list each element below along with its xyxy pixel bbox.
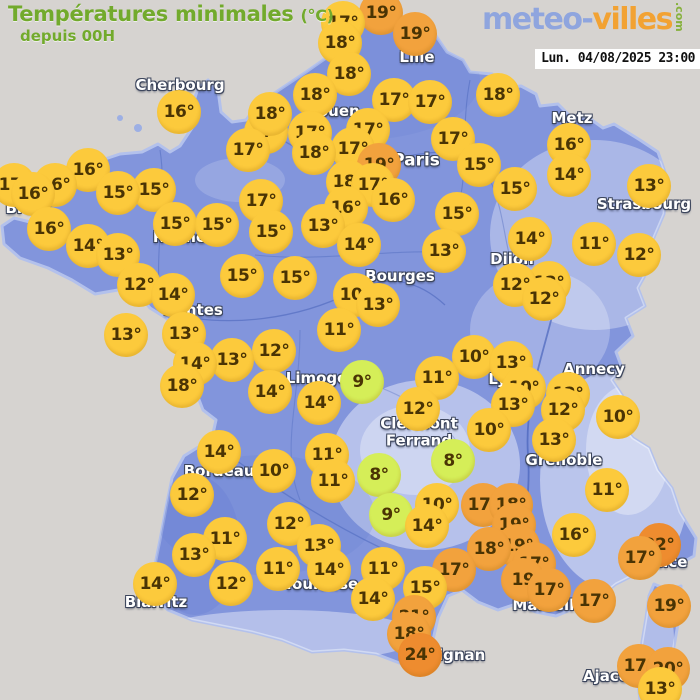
temp-bubble: 12° [617, 233, 661, 277]
temp-bubble: 18° [248, 92, 292, 136]
island [134, 124, 142, 132]
title-text: Températures minimales [8, 2, 294, 26]
temp-bubble: 12° [209, 562, 253, 606]
temp-bubble: 12° [252, 329, 296, 373]
temp-bubble: 15° [153, 202, 197, 246]
page-subtitle: depuis 00H [20, 27, 116, 45]
temp-bubble: 24° [398, 633, 442, 677]
temp-bubble: 17° [618, 536, 662, 580]
temp-bubble: 11° [311, 459, 355, 503]
temp-bubble: 17° [527, 568, 571, 612]
temp-bubble: 15° [273, 256, 317, 300]
temp-bubble: 11° [256, 547, 300, 591]
temp-bubble: 18° [467, 527, 511, 571]
temp-bubble: 13° [356, 283, 400, 327]
temp-bubble: 17° [572, 579, 616, 623]
city-label: Paris [392, 150, 440, 171]
title-unit: (°C) [300, 6, 334, 25]
temp-bubble: 11° [572, 222, 616, 266]
logo-suffix-com: .com [673, 2, 686, 32]
temp-bubble: 12° [522, 277, 566, 321]
temp-bubble: 15° [195, 203, 239, 247]
city-label: Metz [551, 108, 593, 127]
logo-part-villes: villes [592, 2, 673, 37]
temp-bubble: 10° [467, 408, 511, 452]
temp-bubble: 13° [532, 418, 576, 462]
temp-bubble: 18° [293, 73, 337, 117]
temp-bubble: 14° [307, 548, 351, 592]
temp-bubble: 16° [27, 207, 71, 251]
temp-bubble: 13° [172, 533, 216, 577]
temp-bubble: 17° [408, 80, 452, 124]
temp-bubble: 15° [435, 192, 479, 236]
temp-bubble: 12° [170, 473, 214, 517]
temp-bubble: 16° [157, 90, 201, 134]
temp-bubble: 15° [96, 171, 140, 215]
temp-bubble: 13° [104, 313, 148, 357]
temp-bubble: 17° [432, 548, 476, 592]
temp-bubble: 13° [638, 667, 682, 700]
temp-bubble: 18° [476, 73, 520, 117]
temp-bubble: 14° [151, 273, 195, 317]
temp-bubble: 12° [396, 387, 440, 431]
logo-part-meteo: meteo- [482, 2, 594, 37]
temp-bubble: 16° [371, 178, 415, 222]
city-label: Bourges [365, 266, 435, 285]
temp-bubble: 14° [337, 223, 381, 267]
meteo-villes-logo[interactable]: meteo-villes.com [482, 2, 686, 37]
temp-bubble: 15° [493, 167, 537, 211]
temp-bubble: 13° [422, 229, 466, 273]
temp-bubble: 8° [431, 439, 475, 483]
temp-bubble: 10° [596, 395, 640, 439]
page-title: Températures minimales (°C) [8, 2, 334, 26]
temp-bubble: 11° [585, 468, 629, 512]
temp-bubble: 19° [647, 584, 691, 628]
temp-bubble: 11° [317, 308, 361, 352]
temp-bubble: 15° [220, 254, 264, 298]
temp-bubble: 18° [160, 364, 204, 408]
title-block: Températures minimales (°C) depuis 00H [8, 2, 334, 45]
temp-bubble: 9° [369, 493, 413, 537]
temp-bubble: 14° [248, 370, 292, 414]
temp-bubble: 13° [96, 233, 140, 277]
temp-bubble: 17° [226, 128, 270, 172]
temp-bubble: 14° [351, 577, 395, 621]
island [117, 115, 123, 121]
temp-bubble: 14° [133, 562, 177, 606]
temp-bubble: 8° [357, 453, 401, 497]
temp-bubble: 13° [627, 164, 671, 208]
temp-bubble: 16° [552, 513, 596, 557]
temp-bubble: 15° [249, 210, 293, 254]
temp-bubble: 14° [508, 217, 552, 261]
city-label: Annecy [563, 359, 625, 378]
temp-bubble: 10° [452, 335, 496, 379]
temp-bubble: 9° [340, 360, 384, 404]
temp-bubble: 13° [162, 312, 206, 356]
temp-bubble: 16° [547, 123, 591, 167]
city-label: Cherbourg [135, 75, 225, 94]
temp-bubble: 14° [197, 430, 241, 474]
temp-bubble: 10° [252, 449, 296, 493]
temp-bubble: 13° [210, 338, 254, 382]
temp-bubble: 19° [393, 12, 437, 56]
temp-bubble: 14° [547, 153, 591, 197]
city-label: Limoges [285, 368, 357, 387]
temp-bubble: 14° [405, 504, 449, 548]
temp-bubble: 14° [297, 381, 341, 425]
temp-bubble: 18° [292, 131, 336, 175]
datetime-badge: Lun. 04/08/2025 23:00 [535, 49, 700, 69]
